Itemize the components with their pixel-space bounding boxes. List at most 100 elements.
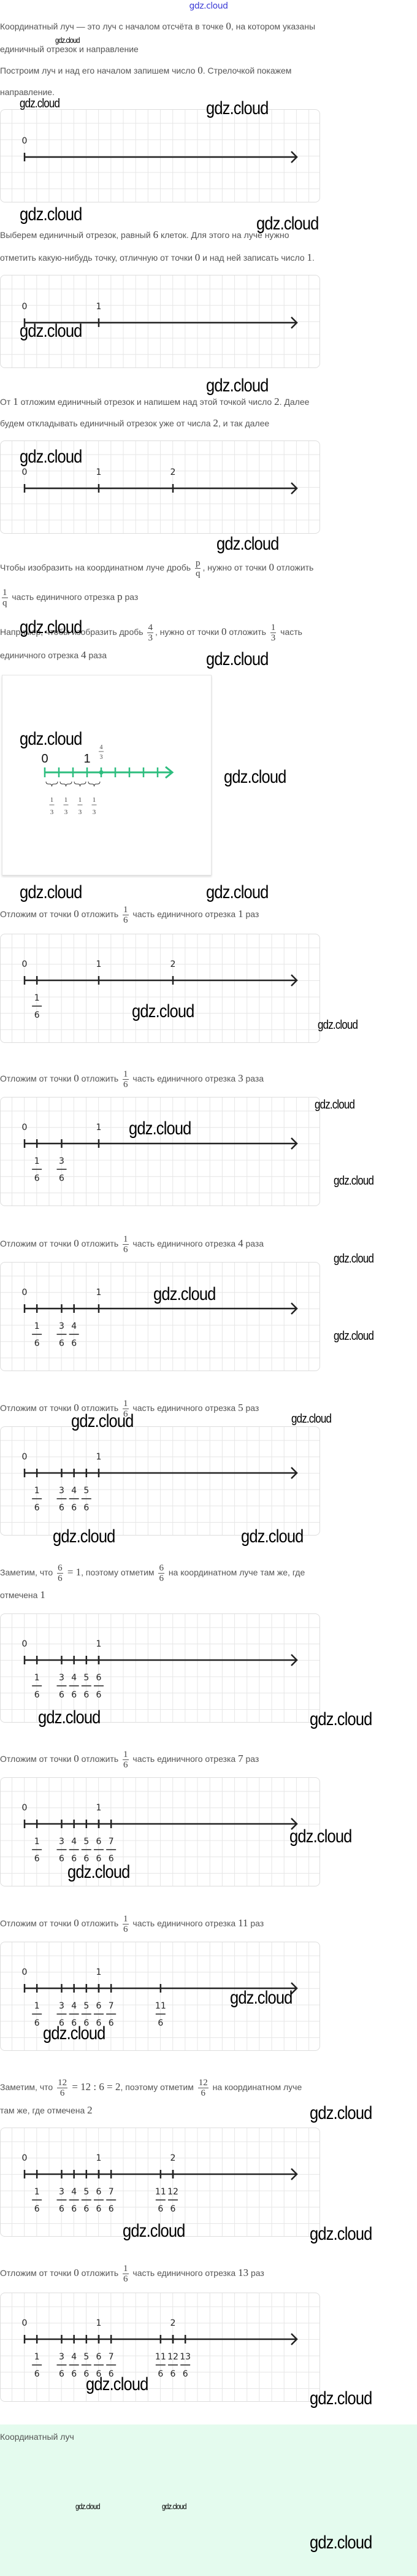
text-line: Координатный луч — это луч с началом отс… xyxy=(0,15,315,37)
text: отложить xyxy=(78,909,121,919)
fraction-numerator: 3 xyxy=(59,1486,64,1496)
math: 0 xyxy=(74,1917,79,1929)
brace xyxy=(88,781,101,787)
fraction-denominator: 6 xyxy=(158,2369,163,2379)
fraction-denominator: 6 xyxy=(59,1339,64,1348)
text: отложить xyxy=(78,1239,121,1248)
integer-label: 1 xyxy=(96,1967,102,1977)
text: отмечена xyxy=(0,1590,40,1600)
denominator: 6 xyxy=(201,2088,206,2098)
text: часть единичного отрезка xyxy=(130,1918,239,1928)
watermark-text: gdz.cloud xyxy=(20,321,82,341)
text: , на котором указаны xyxy=(231,21,316,31)
text: , нужно от точки xyxy=(155,627,222,637)
text: будем откладывать единичный отрезок уже … xyxy=(0,418,213,428)
integer-label: 2 xyxy=(170,959,176,969)
fraction-numerator: 1 xyxy=(34,1837,40,1847)
text: отложить xyxy=(274,563,314,572)
math: 7 xyxy=(238,1753,243,1764)
text: часть единичного отрезка xyxy=(130,909,239,919)
fraction-numerator: 4 xyxy=(71,2187,77,2197)
watermark-text: gdz.cloud xyxy=(315,1098,355,1112)
fraction-numerator: 3 xyxy=(59,1837,64,1847)
numerator: 12 xyxy=(197,2077,208,2088)
text: часть xyxy=(278,627,302,637)
coordinate-ray: 0 xyxy=(1,110,319,202)
fraction-numerator: 5 xyxy=(83,2352,89,2362)
text: направление. xyxy=(0,87,55,97)
text: Отложим от точки xyxy=(0,1754,74,1764)
text: , нужно от точки xyxy=(202,563,269,572)
brand-logo[interactable]: gdz.cloud xyxy=(189,1,228,11)
text: единичного отрезка xyxy=(0,650,81,660)
fraction-denominator: 6 xyxy=(34,1854,40,1864)
text: раз xyxy=(248,2268,264,2278)
fraction-denominator: 6 xyxy=(71,1339,77,1348)
text: раза xyxy=(243,1074,264,1083)
denominator: 6 xyxy=(123,915,128,925)
watermark-text: gdz.cloud xyxy=(75,2502,101,2511)
watermark-text: gdz.cloud xyxy=(310,1709,372,1729)
fraction-denominator: 6 xyxy=(59,1690,64,1700)
coordinate-ray: 0 1 2 xyxy=(1,441,319,533)
math: = 12 : 6 = 2 xyxy=(69,2081,121,2093)
watermark-text: gdz.cloud xyxy=(38,1707,101,1728)
text: Выберем единичный отрезок, равный xyxy=(0,230,153,240)
math: 11 xyxy=(238,1917,248,1929)
integer-label: 2 xyxy=(170,2153,176,2163)
numerator: 6 xyxy=(57,1563,63,1574)
brace xyxy=(59,781,72,787)
integer-label: 1 xyxy=(96,2153,102,2163)
arrow-head-icon xyxy=(291,1982,298,1994)
math: 0 xyxy=(221,626,227,637)
denominator: 6 xyxy=(123,1924,128,1934)
watermark-text: gdz.cloud xyxy=(206,882,269,902)
fraction-denominator: 6 xyxy=(71,1854,77,1864)
text: отметить какую-нибудь точку, отличную от… xyxy=(0,253,195,263)
text-line: там же, где отмечена 2 xyxy=(0,2099,93,2121)
part-denominator: 3 xyxy=(93,809,96,816)
text: часть единичного отрезка xyxy=(130,1239,239,1248)
integer-label: 0 xyxy=(22,1639,28,1649)
fraction-denominator: 6 xyxy=(158,2018,163,2028)
math: 0 xyxy=(74,908,79,920)
integer-label: 1 xyxy=(96,467,102,477)
fraction-numerator: 7 xyxy=(109,1837,114,1847)
fraction-numerator: 1 xyxy=(34,2187,40,2197)
fraction-numerator: 4 xyxy=(71,1321,77,1331)
arrow-head-icon xyxy=(291,2168,298,2180)
arrow-head-icon xyxy=(291,317,298,329)
watermark-text: gdz.cloud xyxy=(153,1284,216,1304)
numerator: 1 xyxy=(123,1398,129,1409)
integer-label: 1 xyxy=(96,2318,102,2328)
brace xyxy=(74,781,86,787)
fraction-numerator: 4 xyxy=(71,2352,77,2362)
watermark-text: gdz.cloud xyxy=(291,1412,332,1426)
fraction-numerator: 6 xyxy=(96,1837,102,1847)
text: Чтобы изобразить на координатном луче др… xyxy=(0,563,193,572)
text: , и так далее xyxy=(218,418,270,428)
watermark-text: gdz.cloud xyxy=(334,1329,374,1343)
fraction-denominator: 6 xyxy=(158,2204,163,2214)
numerator: 6 xyxy=(158,1563,164,1574)
fraction-denominator: 6 xyxy=(59,1503,64,1513)
watermark-text: gdz.cloud xyxy=(206,375,269,396)
math: 0 xyxy=(197,64,203,76)
text: там же, где отмечена xyxy=(0,2105,88,2115)
math: 2 xyxy=(274,396,280,407)
integer-label: 2 xyxy=(170,467,176,477)
integer-label: 0 xyxy=(22,959,28,969)
watermark-text: gdz.cloud xyxy=(86,2374,148,2394)
text: . xyxy=(312,253,315,263)
